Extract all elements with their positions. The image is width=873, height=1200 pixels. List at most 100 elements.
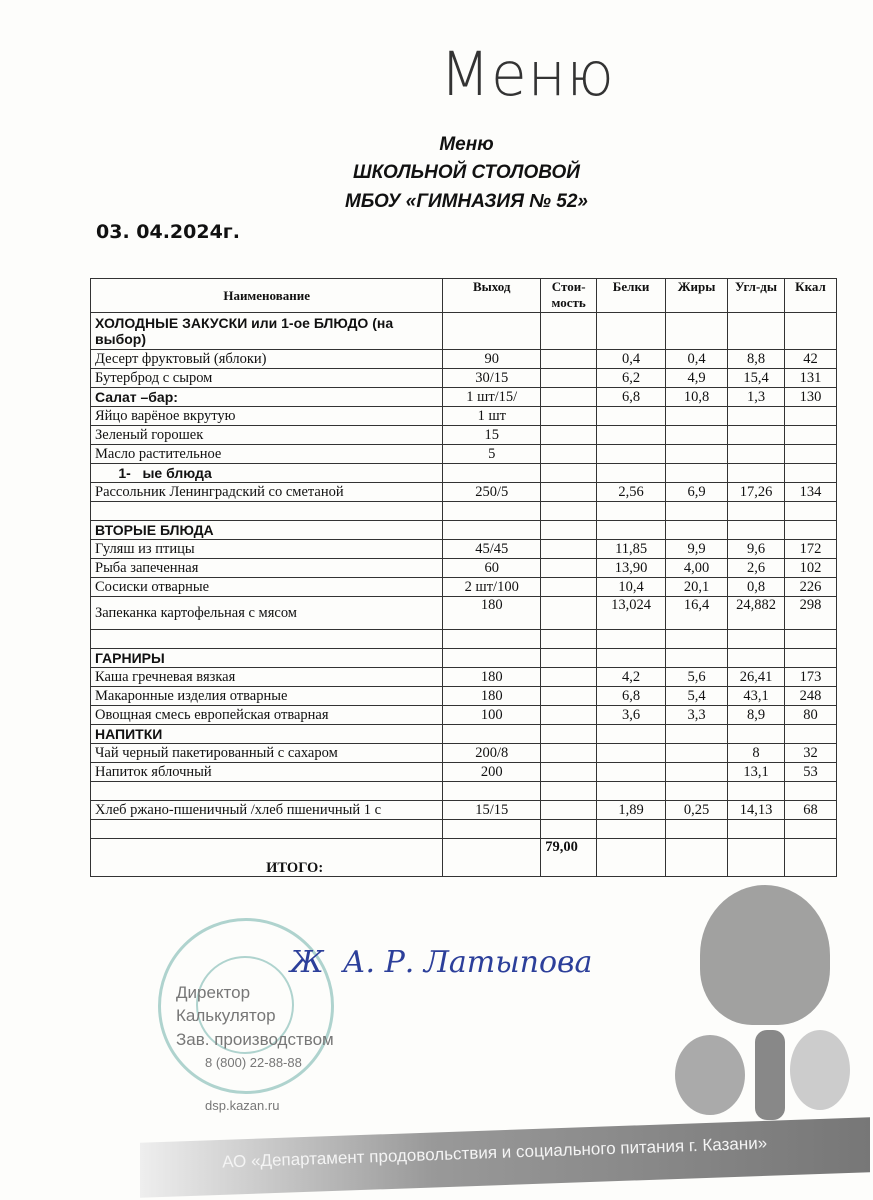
table-cell: 0,4 xyxy=(596,349,667,369)
table-cell: 250/5 xyxy=(442,482,542,502)
table-cell xyxy=(540,762,598,782)
dish-name: Салат –бар: xyxy=(89,387,444,407)
table-cell: 5,4 xyxy=(665,686,729,706)
dish-name: Рыба запеченная xyxy=(89,558,444,578)
title-line-2: ШКОЛЬНОЙ СТОЛОВОЙ xyxy=(353,162,580,183)
table-cell: 102 xyxy=(784,558,837,578)
table-cell: 8,8 xyxy=(727,349,785,369)
table-cell: 173 xyxy=(784,667,837,687)
table-cell: 0,4 xyxy=(665,349,729,369)
table-row: Хлеб ржано-пшеничный /хлеб пшеничный 1 с… xyxy=(89,800,837,820)
table-cell xyxy=(540,501,598,521)
table-cell: 17,26 xyxy=(727,482,785,502)
total-row: ИТОГО: 79,00 xyxy=(89,838,837,877)
table-cell xyxy=(596,819,667,839)
table-cell xyxy=(442,648,542,668)
table-cell xyxy=(665,743,729,763)
table-cell xyxy=(540,819,598,839)
table-cell xyxy=(540,800,598,820)
table-cell xyxy=(540,425,598,445)
table-cell xyxy=(727,463,785,483)
table-cell xyxy=(665,312,729,350)
table-cell: 6,8 xyxy=(596,387,667,407)
table-cell xyxy=(540,444,598,464)
table-cell xyxy=(665,629,729,649)
table-cell: 1 шт xyxy=(442,406,542,426)
table-row: ВТОРЫЕ БЛЮДА xyxy=(89,520,837,540)
table-cell: 3,3 xyxy=(665,705,729,725)
table-cell: 43,1 xyxy=(727,686,785,706)
dish-name: Десерт фруктовый (яблоки) xyxy=(89,349,444,369)
table-cell: 180 xyxy=(442,686,542,706)
title-line-3: МБОУ «ГИМНАЗИЯ № 52» xyxy=(345,191,588,212)
table-cell: 5 xyxy=(442,444,542,464)
table-cell: 53 xyxy=(784,762,837,782)
table-cell: 4,2 xyxy=(596,667,667,687)
table-cell xyxy=(540,596,598,630)
table-cell xyxy=(784,312,837,350)
table-cell xyxy=(784,781,837,801)
table-cell xyxy=(784,501,837,521)
table-cell: 5,6 xyxy=(665,667,729,687)
table-cell: 130 xyxy=(784,387,837,407)
table-cell: 10,8 xyxy=(665,387,729,407)
table-cell: 13,90 xyxy=(596,558,667,578)
table-cell xyxy=(665,724,729,744)
tree-illustration xyxy=(700,885,830,1025)
table-cell xyxy=(727,425,785,445)
table-cell xyxy=(540,667,598,687)
table-row: 1- ые блюда xyxy=(89,463,837,483)
table-row: Рыба запеченная 60 13,90 4,00 2,6 102 xyxy=(89,558,837,578)
table-cell xyxy=(665,444,729,464)
table-row: Рассольник Ленинградский со сметаной 250/… xyxy=(89,482,837,502)
dish-name: Бутерброд с сыром xyxy=(89,368,444,388)
table-cell: 80 xyxy=(784,705,837,725)
table-cell: 2,56 xyxy=(596,482,667,502)
dish-name: Масло растительное xyxy=(89,444,444,464)
footer-line: Директор xyxy=(176,983,251,1002)
table-cell xyxy=(540,520,598,540)
table-row: Запеканка картофельная с мясом 180 13,024 1… xyxy=(89,596,837,630)
table-cell xyxy=(784,648,837,668)
table-cell xyxy=(784,444,837,464)
column-header: Жиры xyxy=(665,278,729,313)
table-cell xyxy=(665,781,729,801)
table-cell: 42 xyxy=(784,349,837,369)
table-cell xyxy=(596,520,667,540)
table-cell xyxy=(665,648,729,668)
table-cell: 172 xyxy=(784,539,837,559)
table-cell xyxy=(596,444,667,464)
table-cell xyxy=(665,406,729,426)
table-cell xyxy=(540,705,598,725)
table-cell: 226 xyxy=(784,577,837,597)
table-cell xyxy=(596,406,667,426)
table-cell xyxy=(442,781,542,801)
table-row xyxy=(89,819,837,839)
table-cell: 24,882 xyxy=(727,596,785,630)
dish-name: Хлеб ржано-пшеничный /хлеб пшеничный 1 с xyxy=(89,800,444,820)
table-cell xyxy=(784,406,837,426)
table-cell: 60 xyxy=(442,558,542,578)
table-cell: 0,8 xyxy=(727,577,785,597)
column-header: Белки xyxy=(596,278,667,313)
table-cell xyxy=(727,406,785,426)
dish-name: Сосиски отварные xyxy=(89,577,444,597)
table-cell: 13,024 xyxy=(596,596,667,630)
table-cell xyxy=(727,501,785,521)
column-header: Стои-мость xyxy=(540,278,598,313)
table-cell: 200/8 xyxy=(442,743,542,763)
table-cell xyxy=(784,463,837,483)
footer-phone: 8 (800) 22-88-88 xyxy=(205,1055,302,1070)
dish-name: Запеканка картофельная с мясом xyxy=(89,596,444,630)
dish-name: ВТОРЫЕ БЛЮДА xyxy=(89,520,444,540)
table-cell: 1 шт/15/ xyxy=(442,387,542,407)
table-cell xyxy=(596,648,667,668)
table-cell xyxy=(442,501,542,521)
table-cell: 180 xyxy=(442,667,542,687)
column-header: Ккал xyxy=(784,278,837,313)
table-cell: 45/45 xyxy=(442,539,542,559)
table-cell: 30/15 xyxy=(442,368,542,388)
table-cell: 2 шт/100 xyxy=(442,577,542,597)
table-cell xyxy=(665,501,729,521)
table-cell xyxy=(665,520,729,540)
